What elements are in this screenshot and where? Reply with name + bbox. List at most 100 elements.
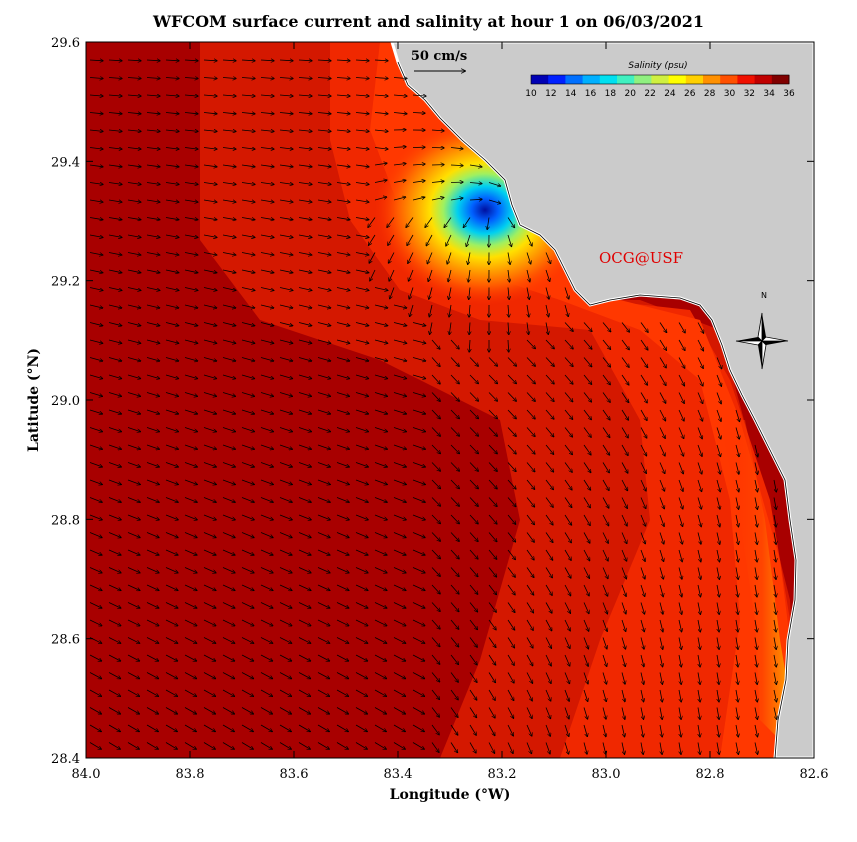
current-vector-arrow	[583, 532, 590, 544]
current-vector-arrow	[127, 183, 141, 185]
current-vector-arrow	[412, 497, 425, 503]
current-vector-arrow	[526, 462, 535, 472]
current-vector-arrow	[621, 532, 627, 544]
current-vector-arrow	[89, 95, 103, 96]
current-vector-arrow	[127, 672, 140, 679]
current-vector-arrow	[564, 654, 570, 666]
current-vector-arrow	[298, 130, 312, 131]
current-vector-arrow	[488, 637, 496, 648]
current-vector-arrow	[146, 287, 160, 291]
current-vector-arrow	[89, 269, 103, 273]
current-vector-arrow	[203, 78, 217, 79]
current-vector-arrow	[431, 672, 440, 682]
current-vector-arrow	[336, 339, 350, 343]
current-vector-arrow	[526, 602, 533, 613]
current-vector-arrow	[640, 619, 644, 632]
current-vector-arrow	[450, 549, 459, 559]
current-vector-arrow	[774, 567, 776, 580]
current-vector-arrow	[89, 374, 103, 379]
current-vector-arrow	[526, 374, 535, 384]
current-vector-arrow	[108, 514, 121, 520]
current-vector-arrow	[184, 95, 198, 96]
current-vector-arrow	[621, 339, 629, 350]
current-vector-arrow	[659, 672, 662, 685]
current-vector-arrow	[317, 78, 331, 79]
current-vector-arrow	[108, 60, 122, 61]
current-vector-arrow	[336, 322, 350, 326]
current-vector-arrow	[564, 584, 571, 596]
current-vector-arrow	[146, 78, 160, 79]
current-vector-arrow	[165, 252, 179, 256]
current-vector-arrow	[203, 252, 217, 256]
current-vector-arrow	[697, 549, 701, 562]
current-vector-arrow	[222, 672, 235, 679]
current-vector-arrow	[355, 409, 368, 414]
current-vector-arrow	[773, 654, 776, 667]
current-vector-arrow	[355, 549, 368, 555]
current-vector-arrow	[450, 148, 463, 149]
current-vector-arrow	[222, 602, 235, 609]
current-vector-arrow	[89, 444, 102, 449]
current-vector-arrow	[374, 689, 386, 696]
current-vector-arrow	[317, 462, 330, 467]
current-vector-arrow	[507, 567, 515, 578]
current-vector-arrow	[388, 234, 395, 245]
current-vector-arrow	[108, 357, 122, 362]
current-vector-arrow	[108, 165, 122, 167]
current-vector-arrow	[355, 234, 369, 237]
current-vector-arrow	[279, 514, 292, 520]
current-vector-arrow	[184, 60, 198, 61]
current-vector-arrow	[260, 409, 273, 414]
current-vector-arrow	[184, 689, 196, 696]
current-vector-arrow	[507, 672, 514, 683]
current-vector-arrow	[526, 339, 535, 349]
current-vector-arrow	[754, 444, 758, 457]
current-vector-arrow	[203, 148, 217, 150]
current-vector-arrow	[203, 322, 217, 326]
current-vector-arrow	[298, 602, 311, 609]
current-vector-arrow	[564, 374, 573, 384]
current-vector-arrow	[526, 427, 535, 437]
current-vector-arrow	[165, 269, 179, 273]
current-vector-arrow	[583, 654, 588, 666]
current-vector-arrow	[241, 689, 253, 696]
current-vector-arrow	[412, 409, 425, 414]
current-vector-arrow	[393, 462, 406, 467]
current-vector-arrow	[412, 654, 425, 661]
current-vector-arrow	[526, 287, 529, 300]
current-vector-arrow	[355, 532, 368, 538]
current-vector-arrow	[564, 339, 573, 349]
current-vector-arrow	[469, 339, 470, 352]
current-vector-arrow	[127, 252, 141, 256]
current-vector-arrow	[241, 567, 254, 573]
current-vector-arrow	[203, 392, 216, 397]
current-vector-arrow	[508, 339, 509, 352]
current-vector-arrow	[222, 374, 236, 379]
current-vector-arrow	[203, 619, 216, 626]
current-vector-arrow	[317, 339, 331, 343]
current-vector-arrow	[127, 444, 140, 449]
current-vector-arrow	[222, 130, 236, 131]
current-vector-arrow	[697, 602, 700, 615]
current-vector-arrow	[488, 497, 497, 507]
current-vector-arrow	[659, 514, 664, 526]
current-vector-arrow	[425, 217, 433, 228]
current-vector-arrow	[602, 654, 607, 666]
current-vector-arrow	[374, 532, 387, 538]
current-vector-arrow	[317, 427, 330, 432]
current-vector-arrow	[488, 514, 497, 524]
current-vector-arrow	[165, 479, 178, 485]
current-vector-arrow	[488, 549, 497, 559]
current-vector-arrow	[431, 497, 440, 507]
current-vector-arrow	[469, 374, 478, 384]
current-vector-arrow	[640, 672, 644, 685]
y-tick-label: 29.6	[51, 36, 80, 51]
current-vector-arrow	[393, 479, 406, 485]
current-vector-arrow	[89, 252, 103, 256]
x-tick-label: 83.6	[280, 767, 309, 782]
current-vector-arrow	[241, 479, 254, 485]
current-vector-arrow	[640, 497, 646, 509]
current-vector-arrow	[640, 584, 645, 596]
current-vector-arrow	[298, 409, 311, 414]
current-vector-arrow	[127, 549, 140, 555]
